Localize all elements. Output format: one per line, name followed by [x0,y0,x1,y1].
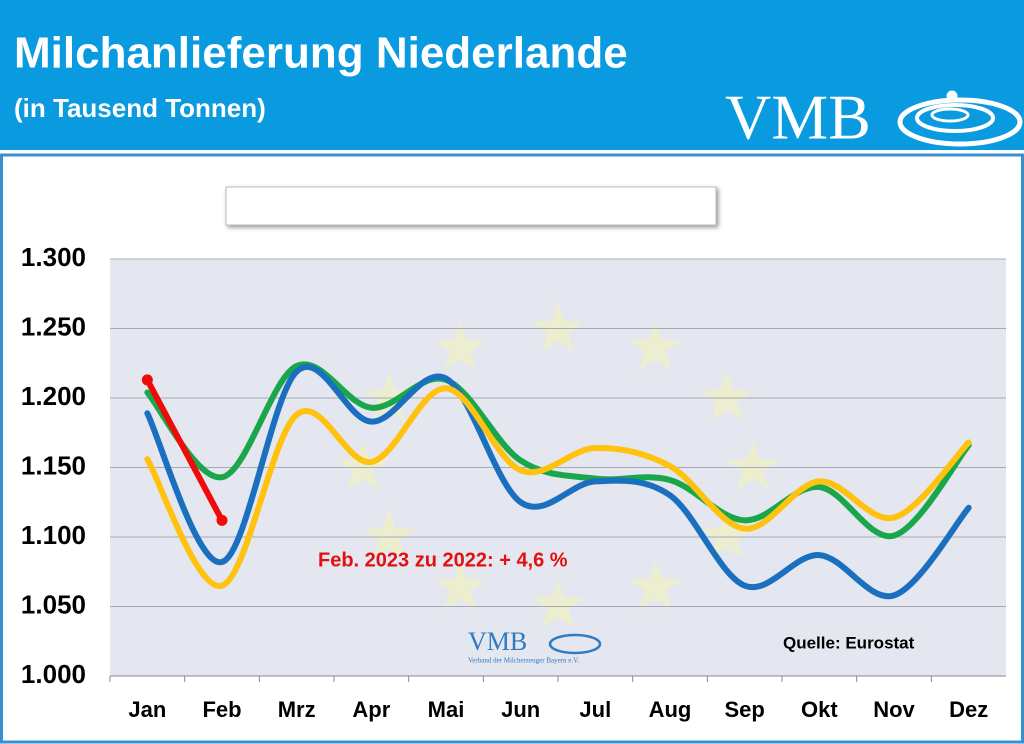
star [532,303,584,352]
y-tick-label: 1.300 [21,242,86,272]
x-tick-label: Sep [724,697,764,722]
y-tick-label: 1.000 [21,659,86,689]
series-line [144,385,972,589]
x-tick-label: Apr [352,697,390,722]
y-tick-label: 1.050 [21,589,86,619]
chart-title: Milchanlieferung Niederlande [14,29,628,78]
y-tick-label: 1.150 [21,450,86,480]
x-tick-label: Mai [428,697,465,722]
x-tick-label: Okt [801,697,838,722]
star [532,579,584,628]
point [216,514,228,526]
logo: VMB [725,82,871,153]
star [363,372,415,421]
eu-stars [337,303,779,628]
star [434,321,487,371]
x-tick-label: Feb [202,697,241,722]
x-tick-label: Jan [128,697,166,722]
series-line [144,364,972,600]
star [434,560,487,610]
small-logo-swirl [548,633,602,655]
star [629,321,682,371]
x-tick-label: Dez [949,697,988,722]
y-tick-label: 1.200 [21,381,86,411]
header-band [0,0,1024,150]
annotation: Feb. 2023 zu 2022: + 4,6 % [318,549,568,571]
star [701,510,753,559]
small-logo: VMB [468,627,527,656]
star [363,510,415,559]
x-tick-label: Aug [649,697,692,722]
star [337,441,389,490]
y-tick-label: 1.250 [21,311,86,341]
x-tick-label: Mrz [278,697,316,722]
x-tick-label: Jun [501,697,540,722]
source: Quelle: Eurostat [783,633,915,652]
star [727,441,779,490]
small-logo-caption: Verband der Milcherzeuger Bayern e.V. [468,657,579,665]
y-tick-label: 1.100 [21,520,86,550]
star [629,560,682,610]
x-tick-label: Jul [579,697,611,722]
legend [225,186,717,226]
point [141,374,153,386]
chart-subtitle: (in Tausend Tonnen) [14,93,266,123]
star [701,372,753,421]
x-tick-label: Nov [873,697,915,722]
logo-swirl [897,90,1023,147]
series-line [144,376,225,524]
